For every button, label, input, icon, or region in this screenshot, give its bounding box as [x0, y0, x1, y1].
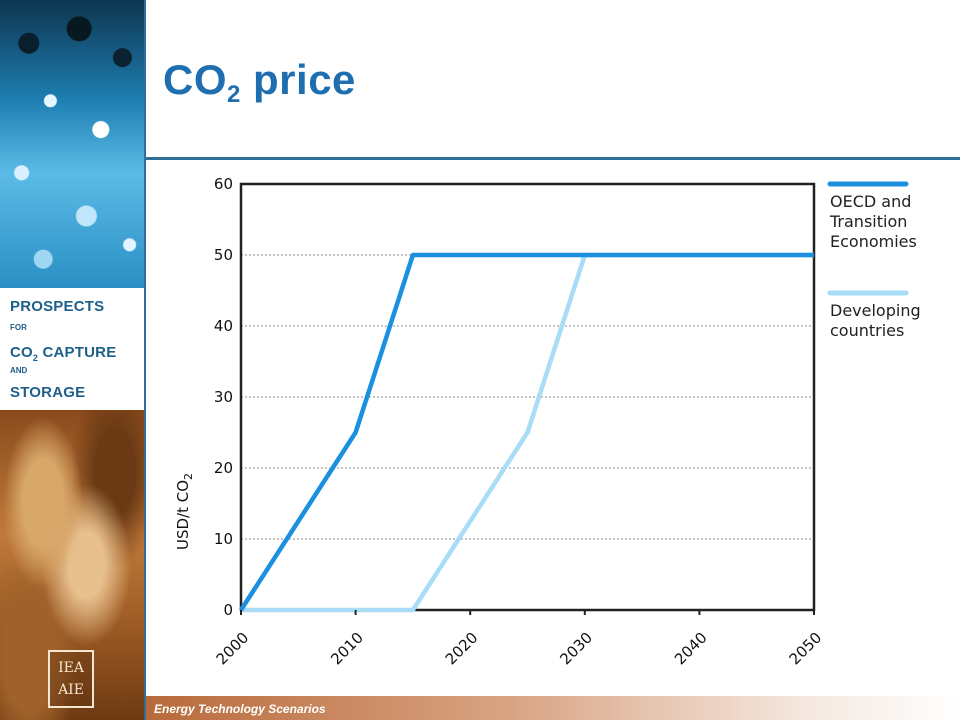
publication-title-line-4: AND [10, 366, 28, 375]
legend-label-0-0: OECD and [830, 192, 911, 211]
iea-logo: IEA AIE [48, 650, 94, 708]
y-tick-40: 40 [214, 317, 233, 335]
x-tick-2040: 2040 [671, 629, 711, 669]
y-tick-10: 10 [214, 530, 233, 548]
legend-label-0-1: Transition [829, 212, 907, 231]
series-line-oecd [239, 252, 814, 612]
earth-photo [0, 410, 144, 720]
publication-title-line-1: PROSPECTS [10, 298, 105, 315]
x-tick-2050: 2050 [786, 629, 826, 669]
footer-bar [146, 696, 960, 720]
publication-title-line-5: STORAGE [10, 384, 86, 401]
sidebar-divider [144, 0, 146, 720]
header-divider [146, 157, 960, 160]
y-tick-20: 20 [214, 459, 233, 477]
publication-title-line-3: CO2 CAPTURE [10, 344, 117, 363]
series-line-developing [241, 252, 814, 613]
x-tick-2030: 2030 [556, 629, 596, 669]
y-tick-0: 0 [223, 601, 233, 619]
series-lines [239, 252, 814, 613]
x-tick-2000: 2000 [213, 629, 253, 669]
publication-title-line-2: FOR [10, 323, 27, 332]
legend-label-1-1: countries [830, 321, 904, 340]
y-tick-labels: 0 10 20 30 40 50 60 [214, 175, 233, 619]
footer-text: Energy Technology Scenarios [154, 702, 326, 716]
iea-logo-top: IEA [58, 660, 84, 676]
y-tick-50: 50 [214, 246, 233, 264]
gridlines [241, 254, 814, 540]
slide-title: CO2 price [163, 56, 356, 108]
bubbles-photo [0, 0, 144, 288]
y-tick-30: 30 [214, 388, 233, 406]
y-axis-label: USD/t CO2 [174, 473, 195, 550]
legend-label-1-0: Developing [830, 301, 921, 320]
x-tick-2020: 2020 [442, 629, 482, 669]
sidebar: PROSPECTS FOR CO2 CAPTURE AND STORAGE IE… [0, 0, 146, 720]
x-tick-labels: 2000 2010 2020 2030 2040 2050 [213, 610, 826, 669]
iea-logo-bottom: AIE [58, 682, 84, 698]
y-tick-60: 60 [214, 175, 233, 193]
x-tick-2010: 2010 [327, 629, 367, 669]
plot-frame [239, 182, 816, 612]
publication-title: PROSPECTS FOR CO2 CAPTURE AND STORAGE [0, 288, 144, 410]
legend-label-0-2: Economies [830, 232, 917, 251]
